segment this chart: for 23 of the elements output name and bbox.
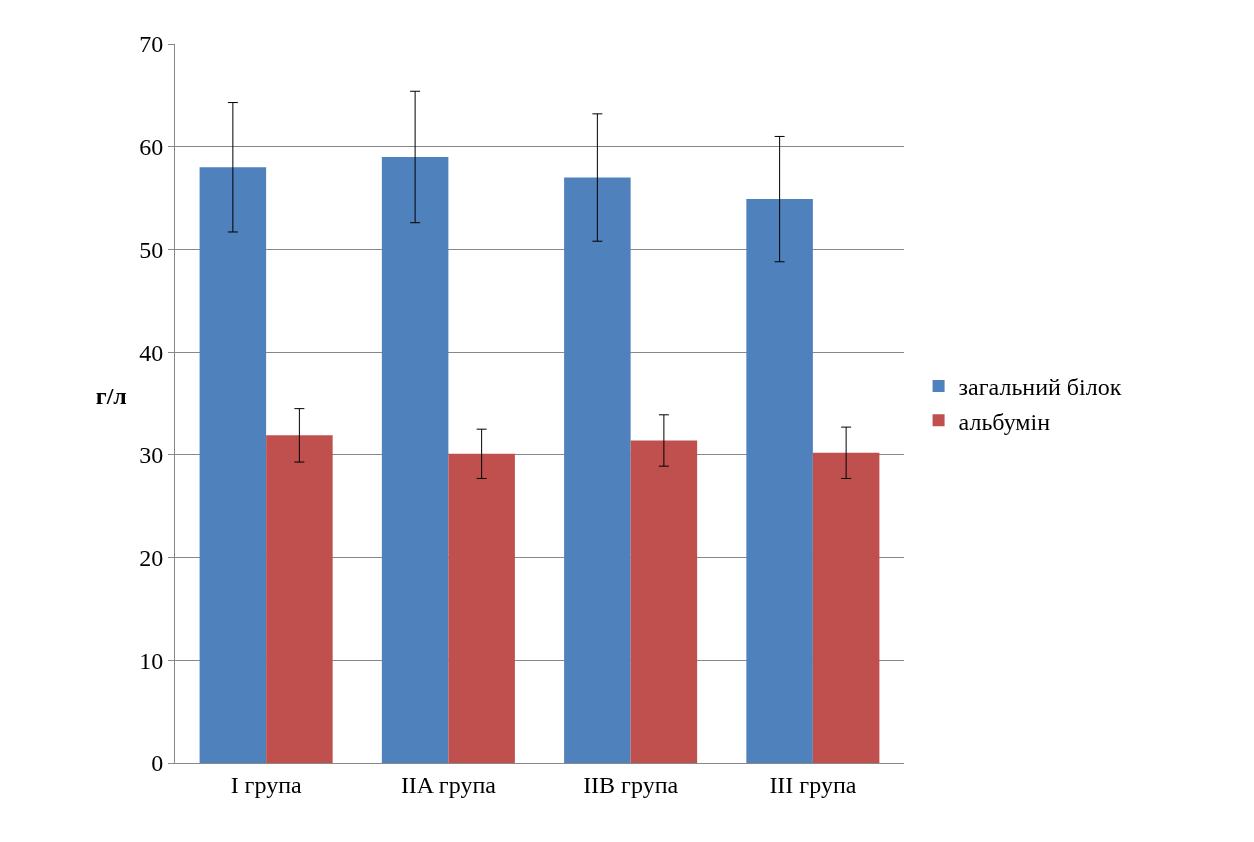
x-tick-label: IIA група: [400, 771, 497, 798]
x-tick-label: IIB група: [583, 771, 679, 798]
y-tick-label: 30: [139, 442, 164, 469]
bar: [199, 167, 267, 763]
y-tick-label: 10: [139, 647, 164, 674]
y-tick-label: 0: [151, 750, 164, 777]
bar: [630, 440, 698, 763]
x-tick-label: III група: [769, 771, 857, 798]
bar: [746, 199, 813, 763]
y-axis-title: г/л: [95, 382, 127, 409]
legend-label: альбумін: [958, 408, 1051, 435]
y-tick-label: 20: [139, 544, 164, 571]
y-tick-label: 50: [139, 236, 164, 263]
bar: [812, 452, 880, 763]
y-tick-label: 40: [139, 339, 164, 366]
y-tick-label: 70: [139, 31, 164, 58]
bar: [448, 453, 515, 763]
y-tick-label: 60: [139, 134, 164, 161]
bar: [381, 156, 449, 763]
bar: [564, 177, 631, 763]
bar: [266, 435, 333, 763]
legend-label: загальний білок: [958, 374, 1122, 401]
x-tick-label: I група: [230, 771, 302, 798]
